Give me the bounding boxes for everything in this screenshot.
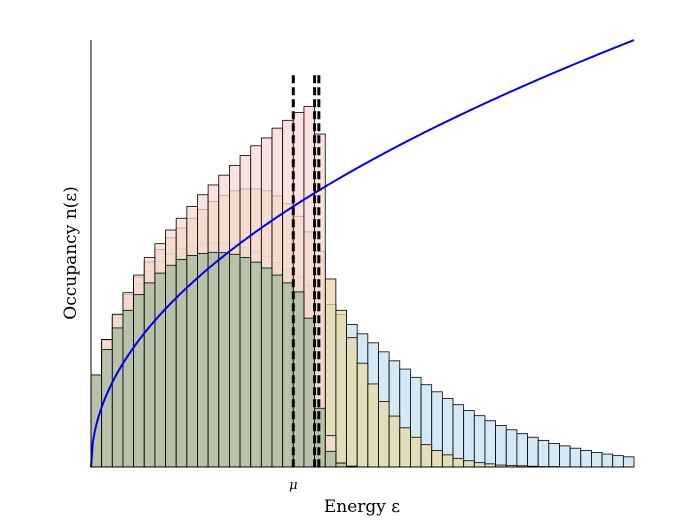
- bar-series-1-bin-31: [420, 444, 433, 468]
- bar-series-1-bin-35: [463, 460, 475, 468]
- bar-series-1-bin-36: [473, 462, 486, 468]
- bar-series-0-bin-41: [527, 436, 539, 468]
- bar-series-0-bin-43: [548, 443, 560, 468]
- bar-series-0-bin-44: [559, 445, 571, 468]
- bar-series-3-bin-7: [165, 264, 177, 468]
- x-axis-label: Energy ε: [324, 497, 400, 517]
- bar-series-1-bin-27: [378, 401, 390, 468]
- bar-series-0-bin-38: [495, 425, 507, 468]
- bar-series-3-bin-2: [111, 327, 124, 468]
- bar-series-3-bin-3: [122, 309, 134, 468]
- bar-series-1-bin-32: [431, 450, 443, 468]
- bar-series-1-bin-28: [388, 415, 401, 468]
- bar-series-0-bin-46: [580, 450, 592, 468]
- bar-series-1-bin-29: [399, 427, 411, 468]
- bar-series-3-bin-23: [335, 462, 347, 468]
- bar-series-3-bin-16: [260, 267, 273, 468]
- bar-series-3-bin-15: [250, 261, 262, 468]
- bar-series-1-bin-25: [356, 362, 369, 468]
- bar-series-3-bin-20: [303, 317, 315, 468]
- bar-series-3-bin-10: [197, 253, 209, 468]
- bar-series-3-bin-12: [218, 252, 230, 468]
- bar-series-1-bin-26: [367, 383, 379, 468]
- density-of-states-curve: [90, 39, 635, 468]
- x-tick-label-mu: μ: [289, 478, 297, 493]
- bar-series-3-bin-1: [101, 349, 113, 468]
- bar-series-1-bin-33: [441, 454, 454, 468]
- bar-series-3-bin-17: [271, 274, 284, 468]
- bar-series-1-bin-24: [346, 337, 358, 468]
- y-axis-label: Occupancy n(ε): [61, 186, 81, 319]
- bar-series-0-bin-39: [505, 429, 518, 468]
- bar-series-3-bin-4: [133, 294, 145, 468]
- dashed-markers: [291, 75, 321, 467]
- bar-series-1-bin-23: [335, 309, 347, 468]
- bar-series-0-bin-35: [463, 410, 475, 468]
- x-ticks: μ: [289, 478, 297, 493]
- bar-series-1-bin-30: [410, 436, 422, 468]
- bar-series-3-bin-22: [324, 450, 337, 468]
- bar-series-0-bin-40: [516, 433, 528, 468]
- bar-series-3-bin-19: [292, 291, 305, 468]
- bar-series-0-bin-45: [569, 447, 582, 468]
- bar-series-0-bin-36: [473, 415, 486, 468]
- bar-series-0-bin-48: [601, 453, 614, 468]
- bar-series-3-bin-18: [282, 282, 294, 468]
- bars-layer: [90, 106, 635, 468]
- bar-series-1-bin-34: [452, 457, 465, 468]
- bar-series-0-bin-49: [612, 455, 624, 468]
- bar-series-3-bin-13: [229, 253, 241, 468]
- bar-series-3-bin-6: [154, 272, 166, 468]
- bar-series-3-bin-14: [239, 257, 252, 468]
- bar-series-0-bin-37: [484, 420, 496, 468]
- bar-series-0-bin-47: [591, 452, 603, 468]
- bar-series-3-bin-5: [143, 282, 156, 468]
- bar-series-3-bin-11: [207, 251, 220, 468]
- bar-series-0-bin-42: [537, 439, 550, 468]
- bar-series-0-bin-50: [622, 456, 635, 468]
- bar-series-0-bin-34: [452, 404, 465, 468]
